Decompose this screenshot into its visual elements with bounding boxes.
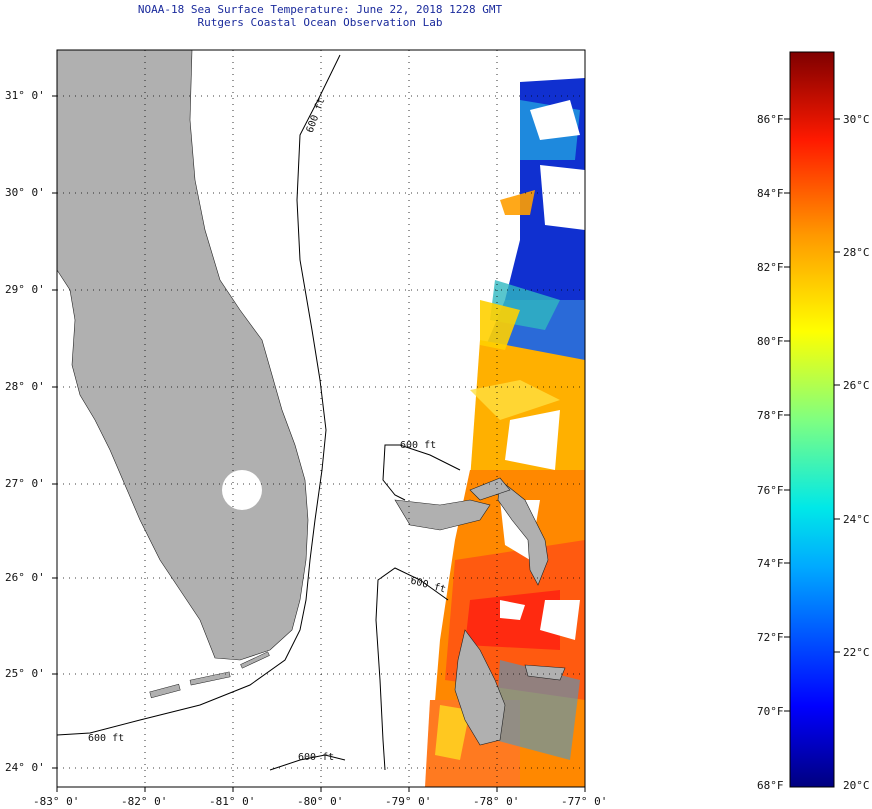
- axis-ticks: [52, 95, 586, 792]
- colorbar-f-label: 76°F: [757, 484, 784, 497]
- lon-tick-label: -79° 0': [385, 795, 432, 808]
- colorbar-f-label: 72°F: [757, 631, 784, 644]
- lat-tick-label: 31° 0': [5, 89, 45, 102]
- lon-tick-label: -82° 0': [121, 795, 168, 808]
- colorbar-c-label: 20°C: [843, 779, 870, 792]
- lon-tick-label: -80° 0': [297, 795, 344, 808]
- lat-tick-label: 24° 0': [5, 761, 45, 774]
- depth-contours: [57, 54, 461, 771]
- colorbar-c-label: 30°C: [843, 113, 870, 126]
- colorbar-f-label: 82°F: [757, 261, 784, 274]
- colorbar-c-label: 28°C: [843, 246, 870, 259]
- colorbar-f-label: 68°F: [757, 779, 784, 792]
- colorbar: [789, 51, 835, 788]
- lat-tick-label: 26° 0': [5, 571, 45, 584]
- lon-tick-label: -77° 0': [561, 795, 608, 808]
- contour-label: 600 ft: [88, 733, 125, 744]
- lat-tick-label: 28° 0': [5, 380, 45, 393]
- lat-tick-label: 27° 0': [5, 477, 45, 490]
- contour-label: 600 ft: [298, 752, 335, 763]
- lat-tick-label: 25° 0': [5, 667, 45, 680]
- colorbar-f-label: 70°F: [757, 705, 784, 718]
- colorbar-f-label: 80°F: [757, 335, 784, 348]
- colorbar-c-label: 22°C: [843, 646, 870, 659]
- contour-label: 600 ft: [400, 440, 437, 451]
- map-title: NOAA-18 Sea Surface Temperature: June 22…: [137, 3, 503, 16]
- graticule: [57, 50, 585, 787]
- colorbar-f-label: 86°F: [757, 113, 784, 126]
- lat-tick-label: 29° 0': [5, 283, 45, 296]
- lat-tick-label: 30° 0': [5, 186, 45, 199]
- lon-tick-label: -78° 0': [473, 795, 520, 808]
- colorbar-f-label: 74°F: [757, 557, 784, 570]
- lake-okeechobee: [222, 470, 262, 510]
- lon-tick-label: -81° 0': [209, 795, 256, 808]
- lon-tick-label: -83° 0': [33, 795, 80, 808]
- florida-keys: [149, 651, 270, 699]
- colorbar-ticks: [784, 118, 840, 712]
- colorbar-c-label: 26°C: [843, 379, 870, 392]
- colorbar-f-label: 84°F: [757, 187, 784, 200]
- map-subtitle: Rutgers Coastal Ocean Observation Lab: [197, 16, 443, 29]
- colorbar-f-label: 78°F: [757, 409, 784, 422]
- colorbar-c-label: 24°C: [843, 513, 870, 526]
- bahamas-land: [394, 477, 566, 746]
